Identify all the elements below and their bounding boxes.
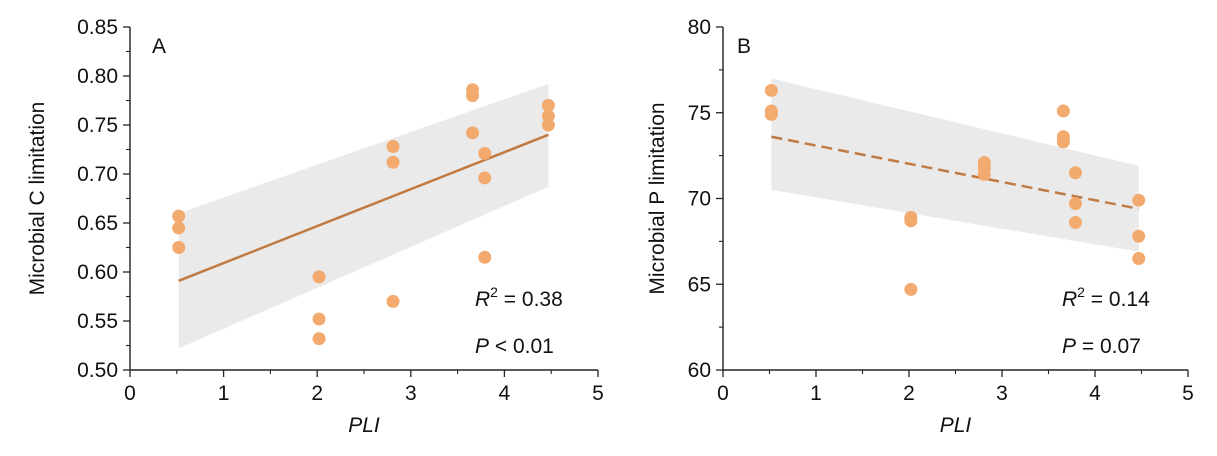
data-point <box>1056 104 1070 118</box>
y-tick-label: 65 <box>688 273 711 296</box>
r-symbol: R <box>1062 288 1077 311</box>
y-tick-label: 0.65 <box>77 212 118 235</box>
p-value-text: < 0.01 <box>495 335 554 358</box>
data-point <box>977 167 991 181</box>
y-tick-label: 0.75 <box>77 114 118 137</box>
regression-line <box>771 135 1139 211</box>
data-point <box>312 270 326 284</box>
x-axis-title: PLI <box>348 414 380 437</box>
data-point <box>1132 193 1146 207</box>
y-tick-label: 75 <box>688 102 711 125</box>
equals-sign: = <box>498 288 522 311</box>
r-symbol: R <box>475 288 490 311</box>
x-tick-label: 0 <box>124 382 136 405</box>
data-point <box>312 312 326 326</box>
equals-sign: = <box>1085 288 1109 311</box>
data-point <box>1068 197 1082 211</box>
data-point <box>541 118 555 132</box>
superscript-two: 2 <box>490 284 498 300</box>
y-tick-label: 60 <box>688 359 711 382</box>
data-point <box>386 140 400 154</box>
data-point <box>764 107 778 121</box>
p-symbol: P <box>1062 335 1076 358</box>
y-tick-label: 70 <box>688 188 711 211</box>
data-point <box>386 294 400 308</box>
x-tick-label: 5 <box>592 382 604 405</box>
p-value-annotation: P < 0.01 <box>475 335 554 358</box>
y-tick-label: 0.70 <box>77 163 118 186</box>
data-point <box>1132 252 1146 266</box>
data-point <box>1056 135 1070 149</box>
y-axis-title: Microbial P limitation <box>646 102 669 294</box>
panel-label: A <box>152 35 166 58</box>
data-point <box>904 214 918 228</box>
y-tick-label: 80 <box>688 16 711 39</box>
data-point <box>172 209 186 223</box>
data-point <box>466 89 480 103</box>
y-axis-title: Microbial C limitation <box>26 102 49 296</box>
x-tick-label: 3 <box>996 382 1008 405</box>
data-point <box>172 241 186 254</box>
x-tick-label: 4 <box>1089 382 1101 405</box>
data-point <box>478 250 492 264</box>
x-tick-label: 2 <box>311 382 323 405</box>
x-tick-label: 4 <box>499 382 511 405</box>
r-squared-annotation: R2 = 0.38 <box>475 284 563 311</box>
y-tick-label: 0.55 <box>77 310 118 333</box>
x-tick-label: 1 <box>218 382 230 405</box>
confidence-band <box>771 78 1139 252</box>
data-point <box>1132 229 1146 243</box>
x-tick-label: 2 <box>903 382 915 405</box>
confidence-band <box>178 83 549 349</box>
panel-b-chart: 0 1 2 3 4 5 60 65 70 75 80 B PLI Microbial P limitati… <box>646 16 1194 437</box>
y-tick-label: 0.80 <box>77 65 118 88</box>
y-tick-label: 0.85 <box>77 16 118 39</box>
panel-a-chart: 0 1 2 3 4 5 0.50 0.55 0.60 0.65 0.70 0.75 0.80 0.85 A P… <box>26 16 604 437</box>
superscript-two: 2 <box>1077 284 1085 300</box>
data-point <box>541 98 555 112</box>
data-point <box>904 282 918 296</box>
data-point <box>386 155 400 169</box>
data-point <box>312 332 326 346</box>
panel-label: B <box>737 35 751 58</box>
x-tick-label: 1 <box>810 382 822 405</box>
data-point <box>1068 166 1082 180</box>
data-point <box>478 171 492 185</box>
r-squared-value: 0.14 <box>1109 288 1150 311</box>
p-value-text: = 0.07 <box>1082 335 1141 358</box>
x-tick-label: 0 <box>717 382 729 405</box>
y-tick-label: 0.60 <box>77 261 118 284</box>
data-point <box>764 83 778 97</box>
x-tick-label: 5 <box>1182 382 1194 405</box>
y-tick-label: 0.50 <box>77 359 118 382</box>
data-point <box>172 221 186 235</box>
data-point <box>466 126 480 140</box>
data-point <box>1068 216 1082 230</box>
p-symbol: P <box>475 335 489 358</box>
x-axis-title: PLI <box>940 414 972 437</box>
r-squared-value: 0.38 <box>522 288 563 311</box>
x-tick-label: 3 <box>405 382 417 405</box>
p-value-annotation: P = 0.07 <box>1062 335 1141 358</box>
data-point <box>478 146 492 160</box>
r-squared-annotation: R2 = 0.14 <box>1062 284 1150 311</box>
